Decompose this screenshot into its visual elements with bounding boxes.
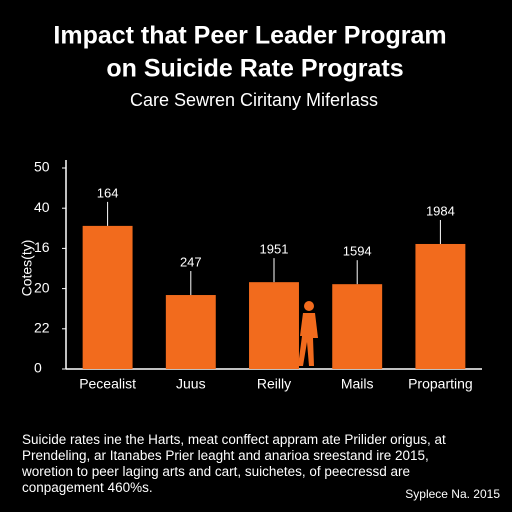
y-tick-label: 22 — [34, 320, 50, 336]
bar — [165, 295, 216, 369]
chart-title: on Suicide Rate Prograts — [106, 55, 403, 83]
y-tick-label: 16 — [34, 239, 50, 255]
bar — [415, 243, 466, 369]
bar — [332, 284, 383, 369]
x-tick-label: Mails — [341, 376, 374, 392]
x-tick-label: Proparting — [408, 376, 473, 392]
footnote: conpagement 460%s. — [22, 480, 153, 495]
value-label: 164 — [97, 185, 119, 200]
footnote: Prendeling, ar Itanabes Prier leaght and… — [22, 448, 429, 463]
y-axis-label: Cotes(ty) — [19, 240, 35, 297]
value-label: 1984 — [426, 203, 455, 218]
x-tick-label: Juus — [176, 376, 206, 392]
footnote: woretion to peer laging arts and cart, s… — [21, 464, 410, 479]
value-label: 247 — [180, 254, 202, 269]
y-tick-label: 50 — [34, 159, 50, 175]
bar — [249, 282, 299, 369]
bar — [82, 225, 133, 369]
y-tick-label: 40 — [34, 199, 50, 215]
chart-title: Impact that Peer Leader Program — [53, 22, 446, 50]
chart-subtitle: Care Sewren Ciritany Miferlass — [130, 90, 378, 110]
x-tick-label: Pecealist — [79, 376, 136, 392]
value-label: 1594 — [343, 244, 372, 259]
value-label: 1951 — [260, 242, 289, 257]
x-tick-label: Reilly — [257, 376, 291, 392]
y-tick-label: 20 — [34, 279, 50, 295]
y-tick-label: 0 — [34, 360, 42, 376]
footnote: Suicide rates ine the Harts, meat conffe… — [22, 432, 446, 447]
source: Syplece Na. 2015 — [405, 487, 500, 501]
